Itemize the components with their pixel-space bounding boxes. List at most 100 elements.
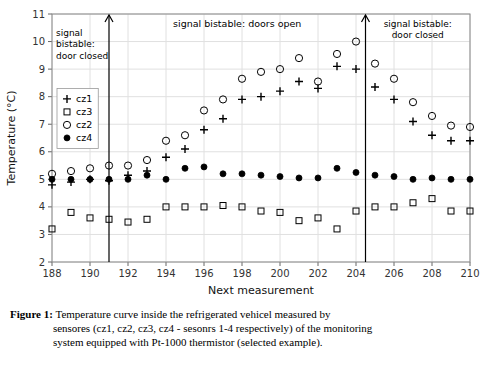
point (333, 50, 340, 57)
grid-line (52, 234, 470, 235)
point (200, 126, 208, 134)
legend-label: cz3 (76, 106, 92, 117)
point (296, 175, 302, 181)
point (315, 215, 321, 221)
point (371, 83, 379, 91)
caption-line: sensores (cz1, cz2, cz3, cz4 - sesonrs 1… (53, 322, 373, 335)
plot-area (48, 15, 474, 262)
tick-label: 188 (42, 268, 61, 279)
series-cz2 (48, 38, 473, 177)
point (220, 203, 226, 209)
tick-label: 8 (39, 91, 45, 102)
point (87, 176, 93, 182)
arrow-head (105, 15, 113, 22)
tick (48, 234, 52, 235)
point (125, 176, 131, 182)
legend-marker (63, 121, 70, 128)
point (447, 137, 455, 145)
point (429, 196, 435, 202)
point (68, 176, 74, 182)
grid-line (52, 151, 470, 152)
caption-text: Temperature curve inside the refrigerate… (53, 308, 373, 349)
text-line: bistable: (56, 39, 95, 49)
tick (166, 262, 167, 266)
point (410, 176, 416, 182)
point (162, 137, 169, 144)
tick (128, 262, 129, 266)
chart: 1881901921941961982002022042062082102345… (0, 0, 484, 374)
grid-line (318, 14, 319, 262)
tick-label: 210 (460, 268, 479, 279)
point (315, 175, 321, 181)
tick-label: 6 (39, 146, 45, 157)
point (333, 62, 341, 70)
caption-label: Figure 1: (10, 308, 53, 320)
point (448, 176, 454, 182)
point (182, 204, 188, 210)
tick (242, 262, 243, 266)
text-line: signal (56, 28, 83, 38)
point (409, 117, 417, 125)
grid-line (394, 14, 395, 262)
legend-marker (64, 135, 70, 141)
tick (318, 262, 319, 266)
tick-label: 196 (194, 268, 213, 279)
point (144, 216, 150, 222)
grid-line (356, 14, 357, 262)
legend: cz1cz3cz2cz4 (57, 88, 98, 148)
point (182, 165, 188, 171)
tick-label: 2 (39, 257, 45, 268)
point (409, 99, 416, 106)
point (353, 169, 359, 175)
grid-line (52, 41, 470, 42)
grid-line (52, 124, 470, 125)
caption-line: Temperature curve inside the refrigerate… (53, 308, 331, 320)
point (201, 204, 207, 210)
vertical-line (108, 15, 109, 262)
tick-label: 192 (118, 268, 137, 279)
point (163, 204, 169, 210)
grid-line (204, 14, 205, 262)
point (49, 226, 55, 232)
point (467, 176, 473, 182)
point (163, 176, 169, 182)
tick (48, 206, 52, 207)
point (371, 60, 378, 67)
point (428, 131, 436, 139)
text-line: signal bistable: (384, 19, 452, 29)
point (410, 200, 416, 206)
point (428, 112, 435, 119)
point (391, 174, 397, 180)
point (238, 75, 245, 82)
point (277, 209, 283, 215)
tick (48, 124, 52, 125)
background (0, 0, 484, 374)
tick-label: 208 (422, 268, 441, 279)
point (181, 132, 188, 139)
tick (48, 96, 52, 97)
x-axis-label: Next measurement (208, 284, 315, 297)
point (372, 172, 378, 178)
point (220, 171, 226, 177)
point (219, 96, 226, 103)
tick-label: 10 (32, 36, 45, 47)
plot-frame (52, 14, 470, 262)
tick (280, 262, 281, 266)
point (295, 78, 303, 86)
point (352, 38, 359, 45)
text-line: door closed (56, 51, 108, 61)
point (295, 54, 302, 61)
tick-label: 198 (232, 268, 251, 279)
point (125, 219, 131, 225)
tick (356, 262, 357, 266)
point (200, 107, 207, 114)
legend-label: cz2 (76, 119, 92, 130)
point (276, 66, 283, 73)
tick-label: 194 (156, 268, 175, 279)
point (296, 218, 302, 224)
grid-line (52, 179, 470, 180)
tick-label: 9 (39, 64, 45, 75)
legend-marker (63, 95, 71, 103)
grid-line (166, 14, 167, 262)
point (258, 172, 264, 178)
